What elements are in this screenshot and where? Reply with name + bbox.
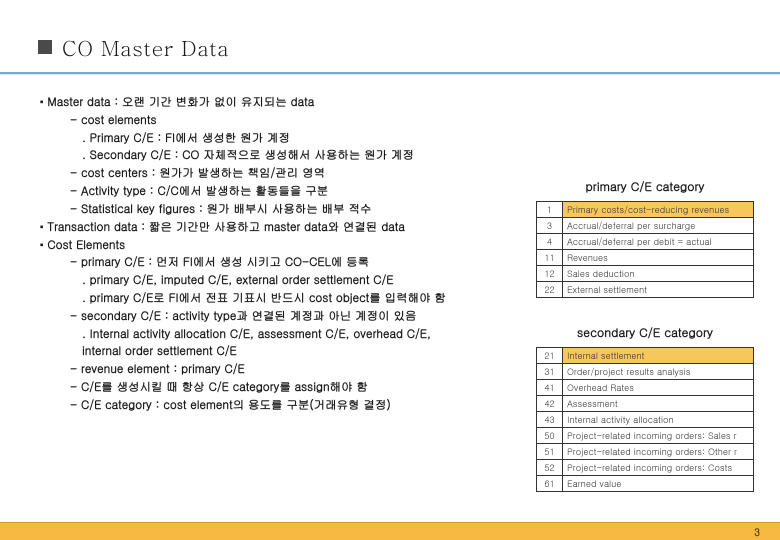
category-label: Internal activity allocation (563, 412, 754, 428)
bullet-line: - cost centers : 원가가 발생하는 책임/관리 영역 (40, 165, 530, 183)
category-code: 4 (537, 234, 563, 250)
category-code: 52 (537, 460, 563, 476)
table-row: 52Project-related incoming orders: Costs (537, 460, 754, 476)
title-row: CO Master Data (0, 0, 780, 72)
bullet-line: internal order settlement C/E (40, 343, 530, 361)
table-row: 41Overhead Rates (537, 380, 754, 396)
category-label: Primary costs/cost-reducing revenues (563, 202, 754, 218)
secondary-table-title: secondary C/E category (536, 324, 754, 341)
bullet-line: Master data : 오랜 기간 변화가 없이 유지되는 data (40, 94, 530, 112)
bullet-line: . Primary C/E : FI에서 생성한 원가 계정 (40, 130, 530, 148)
table-row: 31Order/project results analysis (537, 364, 754, 380)
slide-root: CO Master Data Master data : 오랜 기간 변화가 없… (0, 0, 780, 540)
bullet-line: - cost elements (40, 112, 530, 130)
category-label: Accrual/deferral per surcharge (563, 218, 754, 234)
table-row: 1Primary costs/cost-reducing revenues (537, 202, 754, 218)
bullet-line: - revenue element : primary C/E (40, 361, 530, 379)
bullet-line: . primary C/E, imputed C/E, external ord… (40, 272, 530, 290)
category-label: Order/project results analysis (563, 364, 754, 380)
category-code: 11 (537, 250, 563, 266)
table-row: 12Sales deduction (537, 266, 754, 282)
category-code: 3 (537, 218, 563, 234)
bullet-line: . Internal activity allocation C/E, asse… (40, 326, 530, 344)
bullet-list: Master data : 오랜 기간 변화가 없이 유지되는 data- co… (40, 94, 530, 415)
table-row: 43Internal activity allocation (537, 412, 754, 428)
category-label: Revenues (563, 250, 754, 266)
table-row: 42Assessment (537, 396, 754, 412)
category-code: 51 (537, 444, 563, 460)
category-label: Sales deduction (563, 266, 754, 282)
figures-column: primary C/E category 1Primary costs/cost… (536, 178, 754, 518)
category-label: Overhead Rates (563, 380, 754, 396)
category-code: 61 (537, 476, 563, 492)
category-code: 21 (537, 348, 563, 364)
primary-category-table: 1Primary costs/cost-reducing revenues3Ac… (536, 201, 754, 298)
category-label: Assessment (563, 396, 754, 412)
table-row: 22External settlement (537, 282, 754, 298)
category-label: Project-related incoming orders: Sales r (563, 428, 754, 444)
category-label: External settlement (563, 282, 754, 298)
page-number: 3 (754, 525, 760, 539)
page-title: CO Master Data (62, 32, 229, 62)
bullet-line: Transaction data : 짧은 기간만 사용하고 master da… (40, 219, 530, 237)
table-row: 11Revenues (537, 250, 754, 266)
category-code: 42 (537, 396, 563, 412)
category-code: 50 (537, 428, 563, 444)
table-row: 4Accrual/deferral per debit = actual (537, 234, 754, 250)
category-code: 41 (537, 380, 563, 396)
bullet-line: . Secondary C/E : CO 자체적으로 생성해서 사용하는 원가 … (40, 147, 530, 165)
bullet-line: Cost Elements (40, 237, 530, 255)
table-row: 61Earned value (537, 476, 754, 492)
category-code: 1 (537, 202, 563, 218)
table-row: 21Internal settlement (537, 348, 754, 364)
category-label: Internal settlement (563, 348, 754, 364)
category-label: Project-related incoming orders: Other r (563, 444, 754, 460)
table-row: 50Project-related incoming orders: Sales… (537, 428, 754, 444)
bullet-line: - C/E category : cost element의 용도를 구분(거래… (40, 397, 530, 415)
bullet-line: - secondary C/E : activity type과 연결된 계정과… (40, 308, 530, 326)
footer-bar: 3 (0, 522, 780, 540)
table-row: 3Accrual/deferral per surcharge (537, 218, 754, 234)
bullet-line: - Activity type : C/C에서 발생하는 활동들을 구분 (40, 183, 530, 201)
secondary-category-table: 21Internal settlement31Order/project res… (536, 347, 754, 492)
bullet-line: - Statistical key figures : 원가 배부시 사용하는 … (40, 201, 530, 219)
category-label: Accrual/deferral per debit = actual (563, 234, 754, 250)
title-underline (0, 72, 780, 75)
bullet-line: . primary C/E로 FI에서 전표 기표시 반드시 cost obje… (40, 290, 530, 308)
title-bullet-icon (38, 40, 52, 54)
category-code: 12 (537, 266, 563, 282)
category-code: 43 (537, 412, 563, 428)
bullet-line: - primary C/E : 먼저 FI에서 생성 시키고 CO-CEL에 등… (40, 254, 530, 272)
category-code: 31 (537, 364, 563, 380)
bullet-line: - C/E를 생성시킬 때 항상 C/E category를 assign해야 … (40, 379, 530, 397)
category-label: Earned value (563, 476, 754, 492)
primary-table-title: primary C/E category (536, 178, 754, 195)
category-code: 22 (537, 282, 563, 298)
table-row: 51Project-related incoming orders: Other… (537, 444, 754, 460)
category-label: Project-related incoming orders: Costs (563, 460, 754, 476)
